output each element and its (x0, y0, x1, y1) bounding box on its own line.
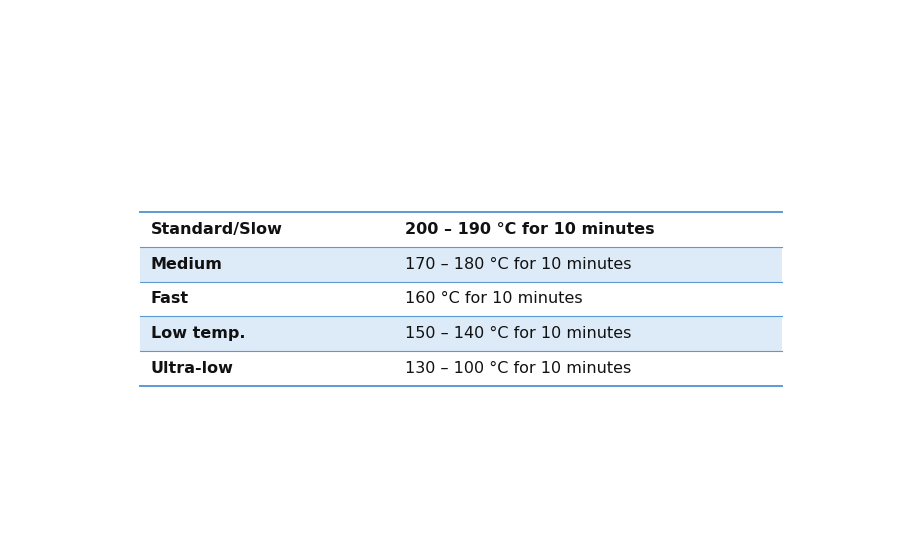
Bar (140, 282, 782, 316)
Bar (140, 247, 782, 282)
Text: 130 – 100 °C for 10 minutes: 130 – 100 °C for 10 minutes (405, 361, 632, 376)
Bar (140, 316, 782, 351)
Text: Fast: Fast (151, 292, 189, 306)
Text: Low temp.: Low temp. (151, 326, 246, 341)
Text: 200 – 190 °C for 10 minutes: 200 – 190 °C for 10 minutes (405, 222, 655, 237)
Text: Standard/Slow: Standard/Slow (151, 222, 283, 237)
Text: 170 – 180 °C for 10 minutes: 170 – 180 °C for 10 minutes (405, 257, 632, 272)
Text: Medium: Medium (151, 257, 222, 272)
Text: Ultra-low: Ultra-low (151, 361, 234, 376)
Bar (140, 351, 782, 386)
Text: 150 – 140 °C for 10 minutes: 150 – 140 °C for 10 minutes (405, 326, 632, 341)
Text: 160 °C for 10 minutes: 160 °C for 10 minutes (405, 292, 583, 306)
Bar (140, 212, 782, 247)
